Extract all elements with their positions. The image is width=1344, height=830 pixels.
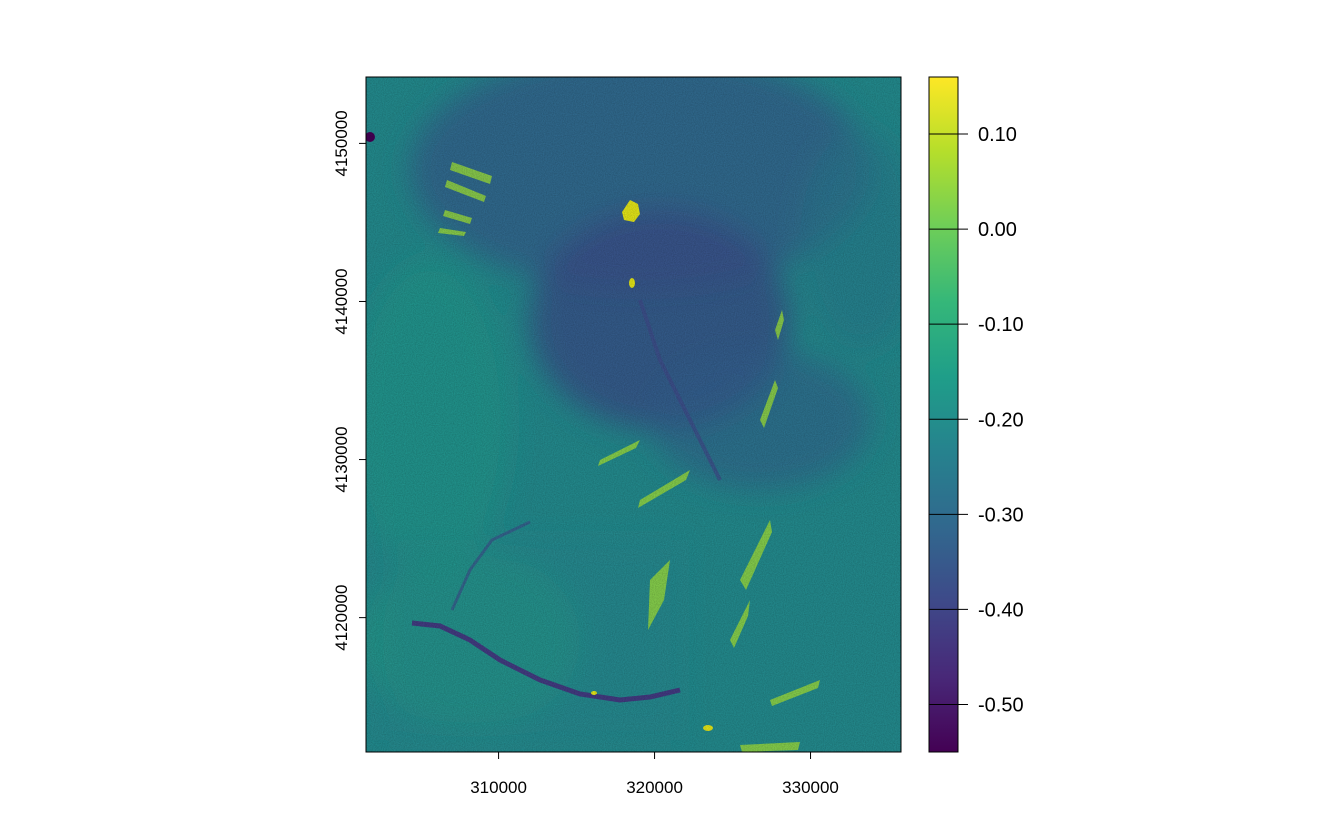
colorbar-tick-label: -0.20: [978, 409, 1024, 431]
colorbar-tick-label: 0.10: [978, 124, 1017, 146]
colorbar: -0.50 -0.40 -0.30 -0.20 -0.10 0.00 0.10: [928, 76, 1024, 753]
colorbar-tick-label: 0.00: [978, 219, 1017, 241]
colorbar-tick-label: -0.50: [978, 694, 1024, 716]
y-tick-label: 4150000: [332, 110, 351, 176]
raster-image: [366, 77, 901, 752]
y-tick-label: 4120000: [332, 585, 351, 651]
plot-frame: [365, 76, 902, 753]
y-tick-label: 4140000: [332, 268, 351, 334]
colorbar-tick-label: -0.10: [978, 314, 1024, 336]
raster-texture: [366, 77, 901, 752]
x-tick-label: 320000: [626, 778, 683, 797]
x-tick-label: 310000: [470, 778, 527, 797]
colorbar-ticks: -0.50 -0.40 -0.30 -0.20 -0.10 0.00 0.10: [929, 124, 1024, 716]
y-axis: 4120000 4130000 4140000 4150000: [332, 110, 366, 651]
x-tick-label: 330000: [782, 778, 839, 797]
colorbar-gradient: [928, 76, 959, 753]
colorbar-tick-label: -0.40: [978, 599, 1024, 621]
colorbar-tick-label: -0.30: [978, 504, 1024, 526]
x-axis: 310000 320000 330000: [470, 752, 839, 797]
y-tick-label: 4130000: [332, 426, 351, 492]
